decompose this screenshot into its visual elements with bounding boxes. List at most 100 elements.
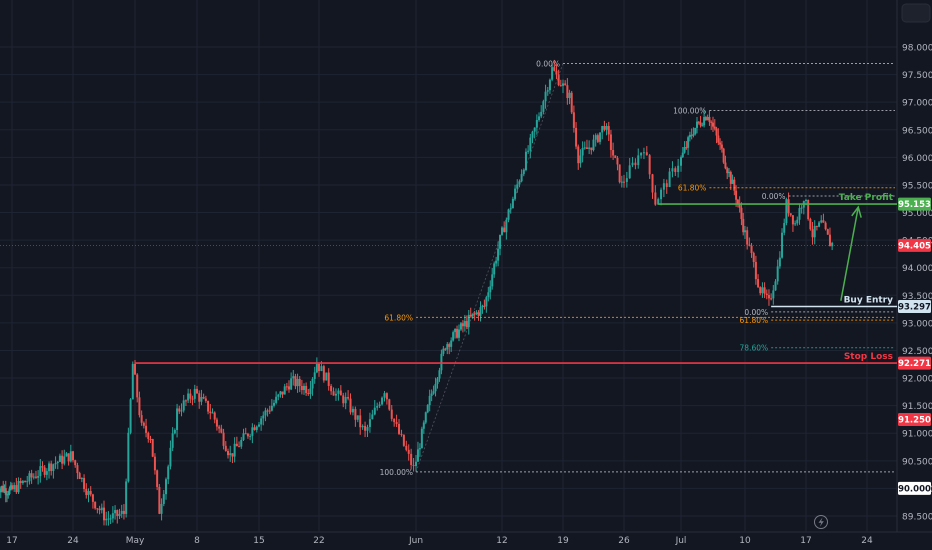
candle-body [642, 152, 645, 154]
candle-body [65, 453, 68, 457]
x-tick-label: May [126, 536, 145, 546]
candle-body [325, 372, 328, 381]
candle-body [724, 162, 727, 169]
candle-body [719, 142, 722, 145]
grid-lines [0, 0, 932, 533]
candle-body [612, 150, 615, 156]
candle-body [828, 234, 831, 247]
candle-body [244, 433, 247, 435]
candle-body [444, 348, 447, 350]
candle-body [542, 101, 545, 112]
fib-level-label: 61.80% [740, 316, 769, 325]
x-tick-label: 26 [618, 536, 630, 546]
candle-body [495, 260, 498, 264]
candle-body [660, 189, 663, 200]
candle-body [681, 152, 684, 158]
candle-body [180, 410, 183, 412]
candle-body [74, 460, 77, 466]
candle-body [147, 432, 150, 439]
trade-level-label: Buy Entry [844, 295, 894, 305]
candle-body [562, 83, 564, 86]
candle-body [381, 397, 384, 405]
candle-body [222, 432, 225, 446]
candle-body [750, 245, 753, 253]
candle-body [544, 91, 547, 102]
trade-level-label: Take Profit [839, 193, 894, 203]
fibonacci-levels: 0.00%100.00%61.80%100.00%61.80%0.00%0.00… [380, 60, 895, 477]
candle-body [3, 488, 6, 492]
x-tick-label: 17 [6, 536, 17, 546]
candle-body [625, 178, 628, 182]
candle-body [798, 208, 801, 220]
candle-body [209, 411, 212, 414]
candle-body [39, 466, 42, 477]
lightning-icon-ring [814, 515, 828, 529]
candle-body [242, 433, 245, 440]
candle-body [715, 128, 718, 136]
candle-body [628, 165, 631, 179]
candle-body [9, 485, 12, 489]
candle-body [651, 174, 654, 193]
candle-body [428, 395, 431, 406]
candle-body [785, 199, 788, 224]
y-tick-label: 92.000 [902, 375, 932, 385]
candle-body [162, 494, 165, 504]
candle-body [165, 479, 167, 495]
candle-body [420, 428, 423, 449]
candle-body [452, 332, 455, 341]
candle-body [620, 181, 623, 183]
y-tick-label: 93.500 [902, 292, 932, 302]
candle-body [748, 244, 751, 246]
candle-body [415, 461, 417, 467]
candle-body [61, 455, 64, 464]
candle-body [334, 393, 337, 396]
candle-body [410, 453, 413, 466]
price-badge [898, 299, 931, 313]
candle-body [475, 312, 478, 314]
candle-body [824, 222, 827, 230]
candle-body [481, 305, 484, 308]
projection-arrow [840, 206, 860, 301]
candle-body [109, 518, 112, 520]
candle-body [811, 229, 814, 238]
x-tick-label: 17 [800, 536, 811, 546]
candle-body [69, 451, 72, 462]
candle-body [505, 219, 508, 233]
candle-body [596, 135, 599, 142]
candle-body [469, 314, 472, 317]
y-tick-label: 89.500 [902, 513, 932, 523]
candle-body [446, 344, 449, 350]
candle-body [687, 137, 690, 148]
candle-body [805, 199, 807, 202]
candle-body [831, 242, 834, 247]
candle-body [634, 162, 637, 166]
candle-body [555, 70, 558, 75]
y-tick-label: 91.500 [902, 402, 932, 412]
candle-body [63, 456, 66, 464]
candle-body [8, 488, 11, 495]
projection-arrow-head [851, 205, 862, 218]
candle-body [601, 126, 604, 133]
candle-body [105, 518, 108, 521]
candle-body [395, 422, 398, 424]
candle-body [772, 290, 775, 299]
candle-body [305, 385, 308, 394]
y-axis[interactable]: 98.000 97.500 97.000 96.500 96.000 95.500 95.0… [902, 44, 932, 523]
candle-body [654, 192, 657, 205]
candle-body [479, 307, 482, 316]
candle-body [273, 402, 275, 406]
candle-body [813, 225, 816, 238]
candle-body [761, 287, 764, 294]
candle-body [285, 386, 288, 388]
candle-body [699, 122, 702, 126]
candle-body [344, 396, 347, 404]
candle-body [28, 473, 31, 482]
candle-body [499, 234, 502, 249]
candle-body [24, 481, 27, 483]
candle-body [585, 147, 588, 149]
candle-body [327, 372, 330, 386]
candle-body [674, 168, 677, 173]
candle-body [540, 111, 543, 117]
candle-body [818, 222, 821, 227]
